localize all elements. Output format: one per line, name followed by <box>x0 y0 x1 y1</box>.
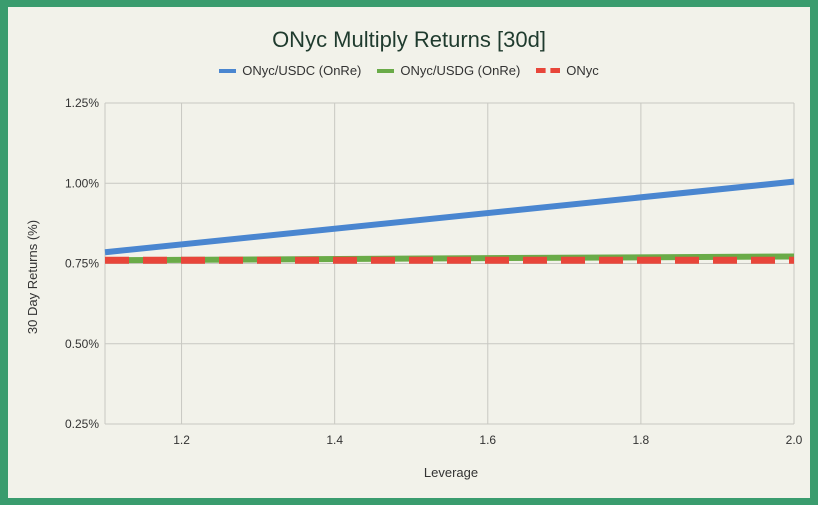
x-tick-label: 1.6 <box>479 433 496 447</box>
x-tick-label: 1.8 <box>633 433 650 447</box>
y-tick-label: 1.25% <box>65 96 99 110</box>
y-tick-label: 1.00% <box>65 176 99 190</box>
chart-plot: 1.2 1.4 1.6 1.8 2.0 0.25% 0.50% 0.75% 1.00% 1.25… <box>25 96 803 480</box>
legend-item-onyc-usdc: ONyc/USDC (OnRe) <box>219 63 361 78</box>
series-layer <box>104 178 795 264</box>
series-line-onyc-usdc-onre <box>104 178 795 256</box>
y-axis-label: 30 Day Returns (%) <box>25 220 40 334</box>
legend-swatch-onyc-usdg <box>377 68 395 73</box>
legend-label-onyc-usdc: ONyc/USDC (OnRe) <box>242 63 362 78</box>
x-tick-label: 1.2 <box>173 433 190 447</box>
x-tick-label: 1.4 <box>326 433 343 447</box>
x-axis-label: Leverage <box>424 465 478 480</box>
y-tick-label: 0.25% <box>65 417 99 431</box>
legend-item-onyc-usdg: ONyc/USDG (OnRe) <box>377 63 520 78</box>
x-axis-ticks: 1.2 1.4 1.6 1.8 2.0 <box>173 433 802 447</box>
y-tick-label: 0.75% <box>65 257 99 271</box>
chart-frame: ONyc Multiply Returns [30d] ONyc/USDC (O… <box>8 7 810 498</box>
x-tick-label: 2.0 <box>786 433 803 447</box>
chart-title: ONyc Multiply Returns [30d] <box>272 27 546 52</box>
y-tick-label: 0.50% <box>65 337 99 351</box>
legend: ONyc/USDC (OnRe) ONyc/USDG (OnRe) ONyc <box>8 63 810 78</box>
legend-label-onyc: ONyc <box>566 63 599 78</box>
legend-label-onyc-usdg: ONyc/USDG (OnRe) <box>400 63 521 78</box>
legend-swatch-onyc-usdc <box>219 68 237 73</box>
y-axis-ticks: 0.25% 0.50% 0.75% 1.00% 1.25% <box>65 96 99 431</box>
legend-item-onyc: ONyc <box>536 63 599 78</box>
legend-swatch-onyc <box>536 68 561 73</box>
